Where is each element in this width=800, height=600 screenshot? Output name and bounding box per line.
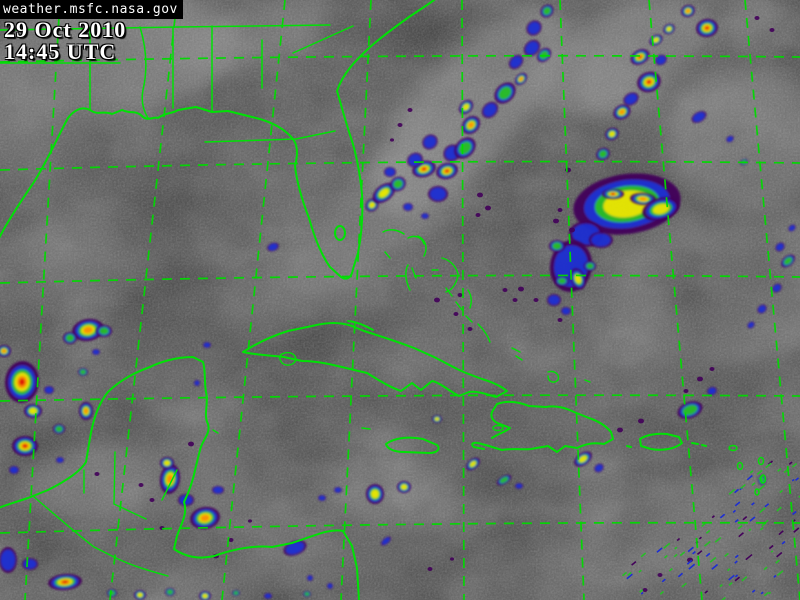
coastlines [0, 0, 767, 600]
state-borders [0, 24, 354, 143]
time-label: 14:45 UTC [4, 39, 117, 64]
hispaniola-coastline [471, 400, 614, 453]
lake-okeechobee [334, 225, 346, 241]
cold-pixel-specks [94, 16, 775, 592]
tradewind-speckle-field [622, 460, 800, 600]
yucatan-coastline [0, 356, 360, 600]
lesser-antilles-islands [728, 444, 767, 496]
cozumel-island [212, 429, 219, 434]
central-america-borders [33, 451, 178, 577]
source-url-label: weather.msfc.nasa.gov [0, 0, 183, 19]
date-label: 29 Oct 2010 [4, 17, 127, 42]
isle-of-youth [279, 351, 371, 430]
puerto-rico-coastline [626, 432, 707, 451]
datetime-overlay: 29 Oct 2010 14:45 UTC [4, 19, 126, 63]
bahamas-islands [382, 229, 591, 383]
gonave-island [492, 424, 504, 432]
jamaica-coastline [385, 436, 440, 454]
cuba-coastline [242, 320, 508, 398]
